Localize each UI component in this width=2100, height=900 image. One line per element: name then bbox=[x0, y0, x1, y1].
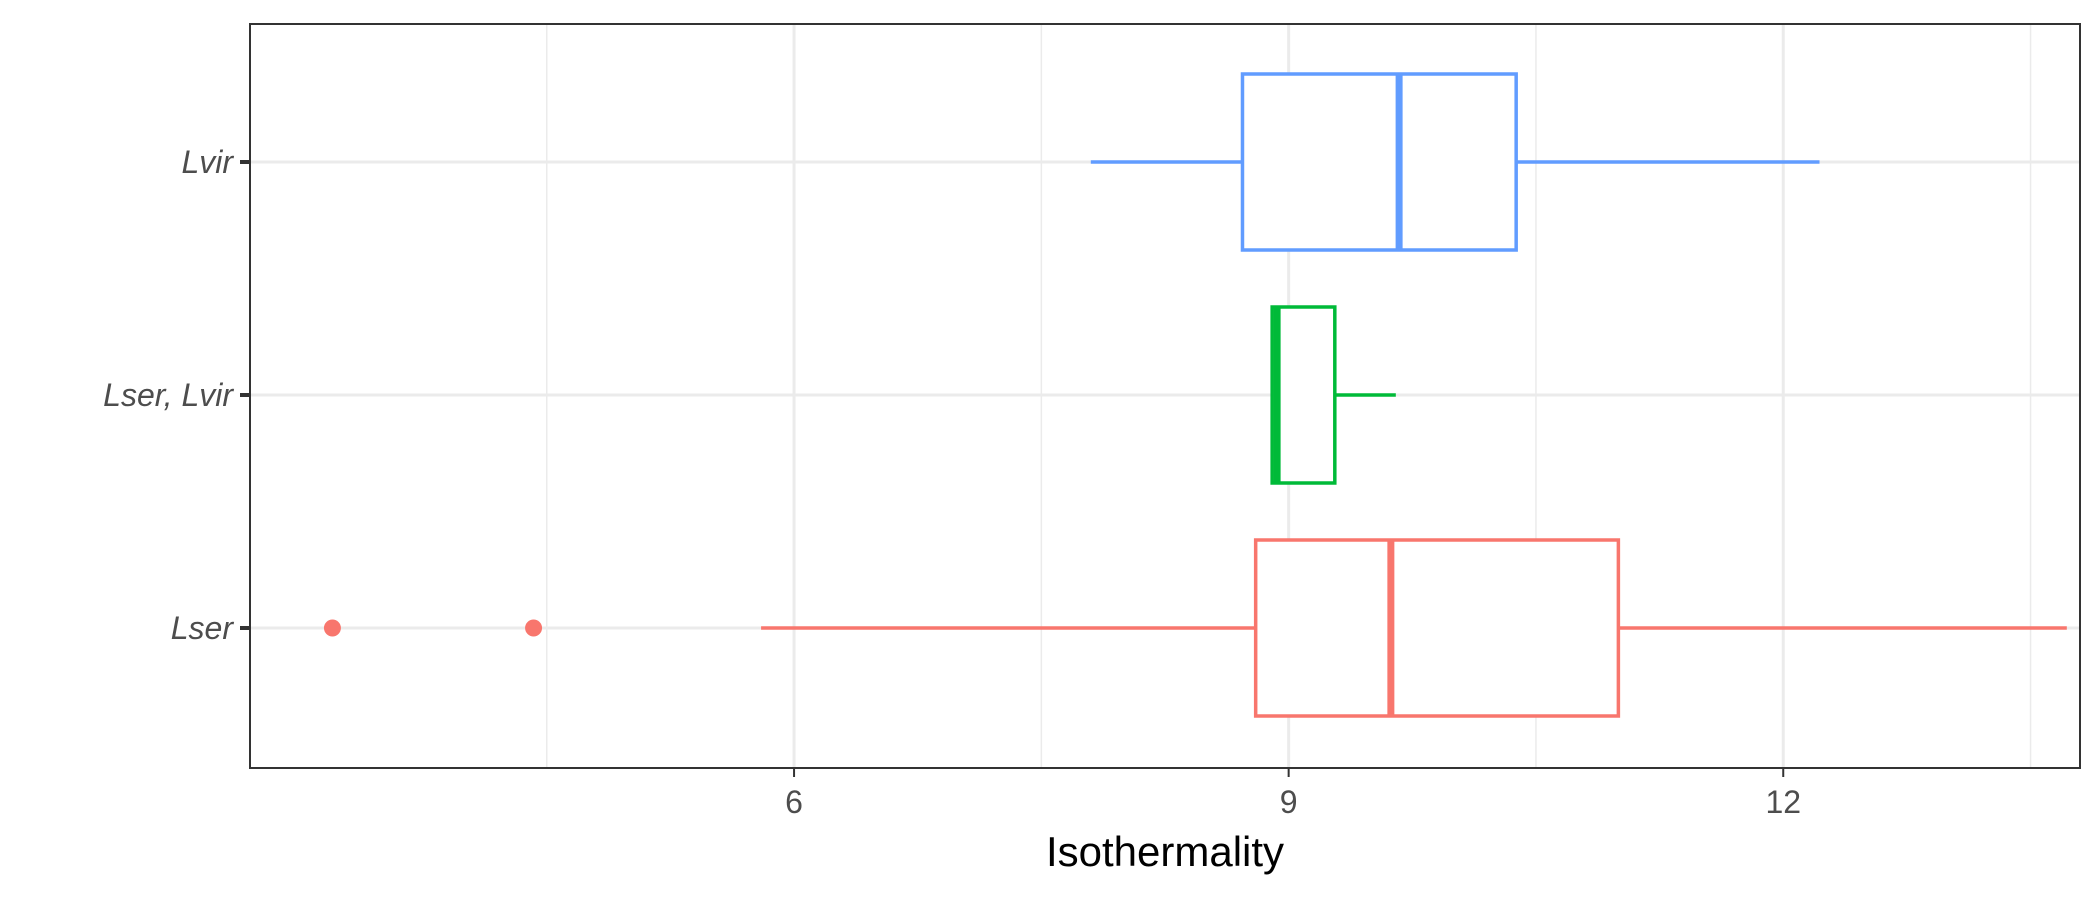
x-tick-label: 9 bbox=[1280, 784, 1298, 820]
outlier-point bbox=[323, 619, 341, 637]
box-iqr bbox=[1270, 305, 1337, 485]
box-iqr bbox=[1253, 538, 1621, 718]
x-tick-label: 6 bbox=[785, 784, 803, 820]
box-series-lser bbox=[323, 538, 2067, 718]
box-series-lvir bbox=[1090, 72, 1820, 252]
outlier-point bbox=[525, 619, 543, 637]
x-axis-title: Isothermality bbox=[1046, 828, 1284, 875]
y-category-label: Lser, Lvir bbox=[103, 377, 234, 413]
box-series-lser-lvir bbox=[1270, 305, 1396, 485]
axis-layer: 6 9 12 Lser Lser, Lvir Lvir bbox=[103, 144, 1801, 820]
grid-layer bbox=[250, 24, 2080, 768]
x-tick-label: 12 bbox=[1765, 784, 1801, 820]
box-iqr bbox=[1240, 72, 1518, 252]
y-category-label: Lser bbox=[171, 610, 235, 646]
box-layer bbox=[323, 72, 2067, 718]
y-category-label: Lvir bbox=[181, 144, 234, 180]
